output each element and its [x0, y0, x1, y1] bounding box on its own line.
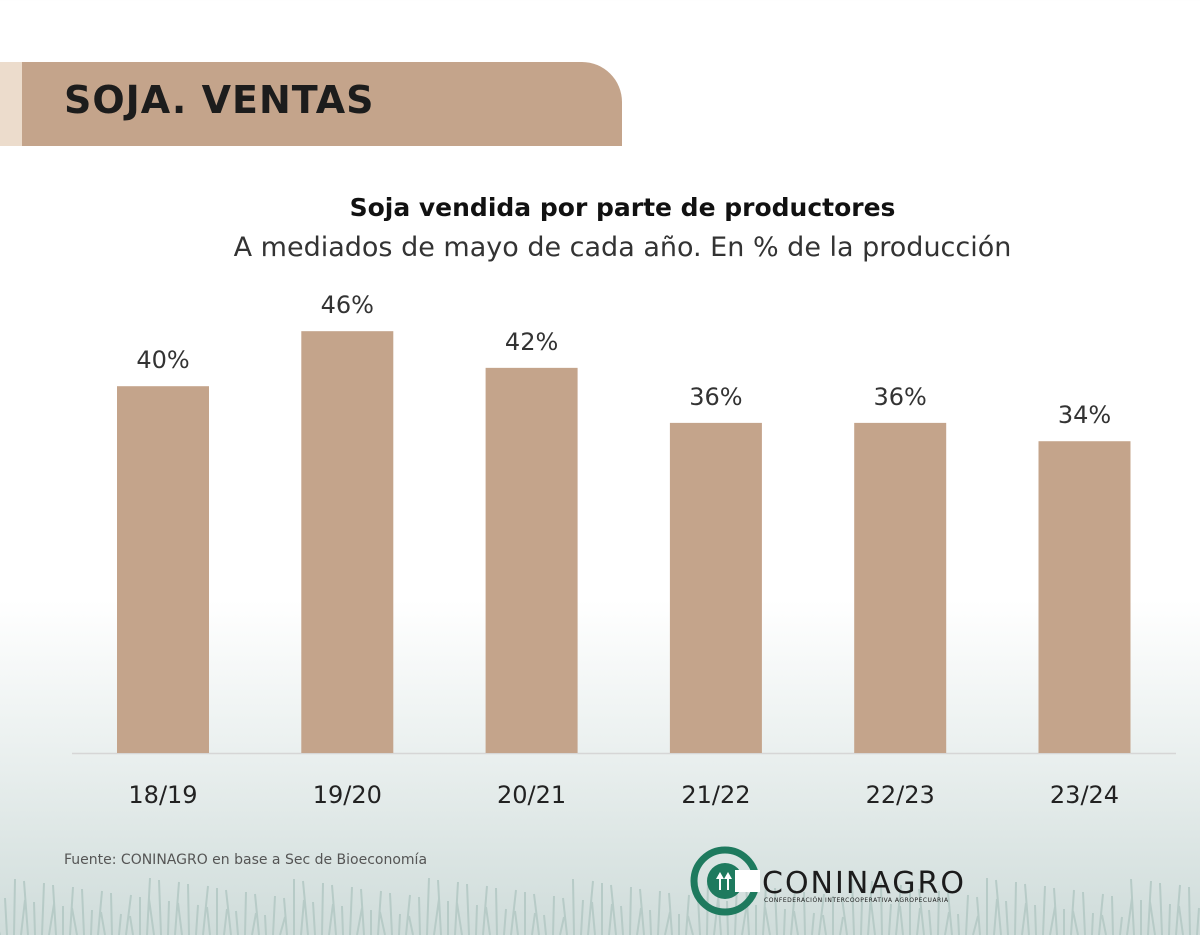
data-label: 46%	[321, 291, 374, 319]
grass-decoration	[0, 877, 1200, 935]
chart-title: Soja vendida por parte de productores	[349, 193, 896, 222]
x-tick-label: 22/23	[866, 781, 935, 809]
x-tick-label: 21/22	[681, 781, 750, 809]
x-tick-label: 19/20	[313, 781, 382, 809]
bar-19-20	[301, 331, 394, 753]
bar-22-23	[854, 422, 947, 753]
header-band	[0, 62, 622, 146]
header-accent	[0, 62, 22, 146]
source-note: Fuente: CONINAGRO en base a Sec de Bioec…	[64, 852, 428, 868]
x-tick-label: 20/21	[497, 781, 566, 809]
data-label: 36%	[689, 383, 742, 411]
logo-tagline: Confederación Intercooperativa Agropecua…	[764, 897, 949, 904]
bar-18-19	[117, 386, 209, 753]
logo-name: CONINAGRO	[762, 866, 966, 901]
data-label: 34%	[1058, 401, 1111, 429]
x-tick-label: 18/19	[128, 781, 197, 809]
x-tick-label: 23/24	[1050, 781, 1119, 809]
data-label: 40%	[136, 346, 189, 374]
chart-subtitle: A mediados de mayo de cada año. En % de …	[233, 232, 1012, 263]
bar-20-21	[485, 367, 578, 753]
page-title: SOJA. VENTAS	[64, 78, 375, 122]
coninagro-logo-icon	[690, 846, 760, 916]
data-label: 36%	[874, 383, 927, 411]
bar-23-24	[1038, 441, 1131, 753]
bar-21-22	[669, 422, 762, 753]
data-label: 42%	[505, 328, 558, 356]
